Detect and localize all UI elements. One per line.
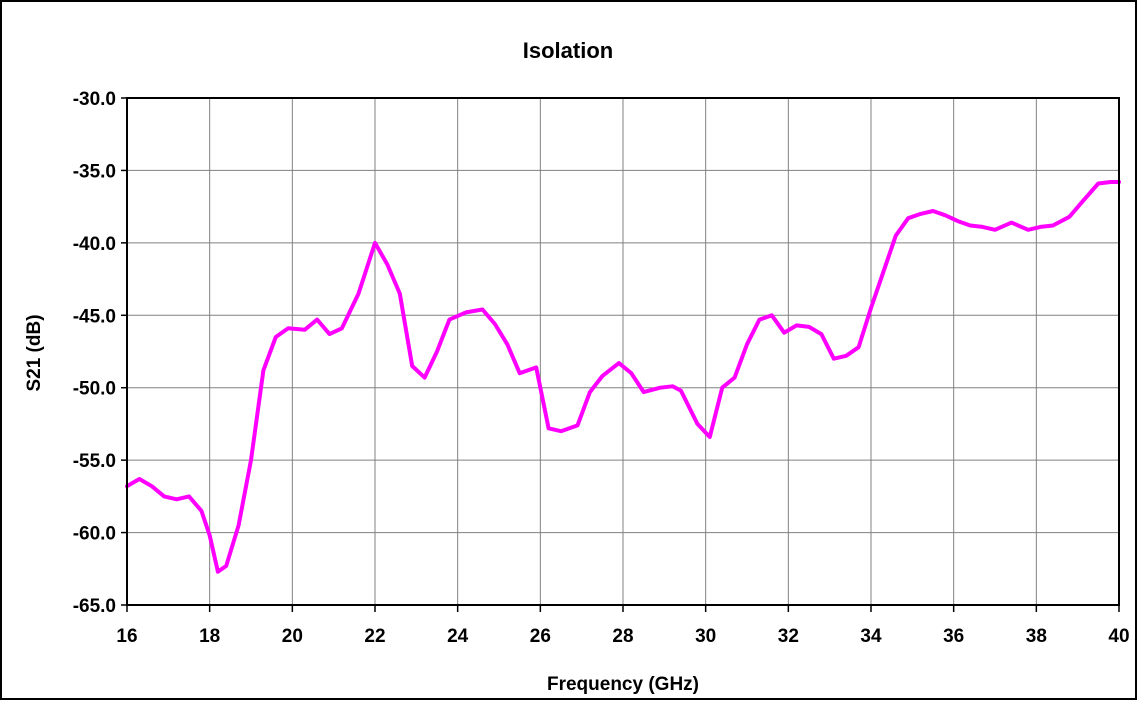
chart-title: Isolation (523, 38, 613, 63)
y-tick-label: -50.0 (73, 379, 116, 400)
x-tick-label: 24 (447, 626, 469, 647)
y-tick-label: -45.0 (73, 306, 116, 327)
y-tick-label: -30.0 (73, 89, 116, 110)
y-tick-label: -40.0 (73, 234, 116, 255)
x-tick-label: 28 (612, 626, 633, 647)
x-tick-label: 40 (1108, 626, 1129, 647)
x-tick-label: 34 (860, 626, 882, 647)
y-tick-label: -60.0 (73, 524, 116, 545)
x-tick-label: 22 (364, 626, 385, 647)
x-tick-label: 32 (778, 626, 799, 647)
x-tick-label: 18 (199, 626, 220, 647)
x-axis-label: Frequency (GHz) (547, 674, 699, 695)
y-axis-label: S21 (dB) (24, 314, 45, 391)
x-tick-label: 30 (695, 626, 716, 647)
y-tick-label: -65.0 (73, 596, 116, 617)
x-tick-label: 16 (116, 626, 137, 647)
x-tick-label: 38 (1026, 626, 1047, 647)
y-tick-label: -35.0 (73, 161, 116, 182)
y-tick-label: -55.0 (73, 451, 116, 472)
x-tick-label: 36 (943, 626, 964, 647)
x-tick-label: 20 (282, 626, 303, 647)
x-tick-label: 26 (530, 626, 551, 647)
